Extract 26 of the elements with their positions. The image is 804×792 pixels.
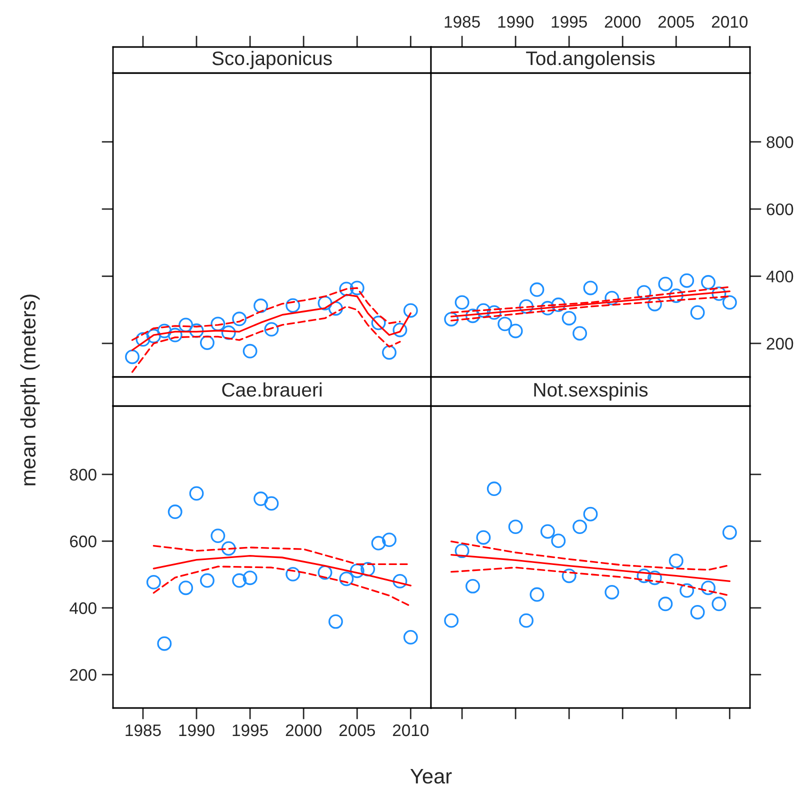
y-tick-label: 600: [766, 203, 794, 216]
x-tick-label: 1985: [126, 724, 161, 736]
y-tick-label: 400: [766, 270, 794, 282]
x-tick-label: 1990: [179, 724, 214, 736]
x-tick-label: 2010: [712, 16, 748, 28]
x-axis-title: Year: [410, 769, 452, 784]
y-tick-label: 400: [70, 602, 96, 614]
chart-title: Not.sexspinis: [534, 382, 648, 401]
x-tick-label: 2005: [339, 724, 375, 736]
x-tick-label: 2010: [392, 724, 429, 736]
y-axis-title: mean depth (meters): [20, 294, 40, 486]
x-tick-label: 2000: [286, 724, 322, 736]
x-tick-label: 1995: [552, 16, 587, 28]
x-tick-label: 1985: [444, 16, 480, 28]
x-tick-label: 1995: [232, 724, 268, 736]
x-tick-label: 2000: [604, 16, 640, 28]
chart-title: Sco.japonicus: [212, 50, 332, 70]
chart-title: Tod.angolensis: [526, 50, 655, 70]
x-tick-label: 1990: [498, 16, 534, 28]
y-tick-label: 600: [70, 536, 96, 548]
x-tick-label: 2005: [658, 16, 694, 28]
y-tick-label: 200: [70, 669, 96, 681]
chart-title: Cae.braueri: [222, 382, 322, 397]
y-tick-label: 800: [70, 468, 96, 481]
y-tick-label: 200: [766, 338, 794, 350]
y-tick-label: 800: [766, 136, 794, 148]
